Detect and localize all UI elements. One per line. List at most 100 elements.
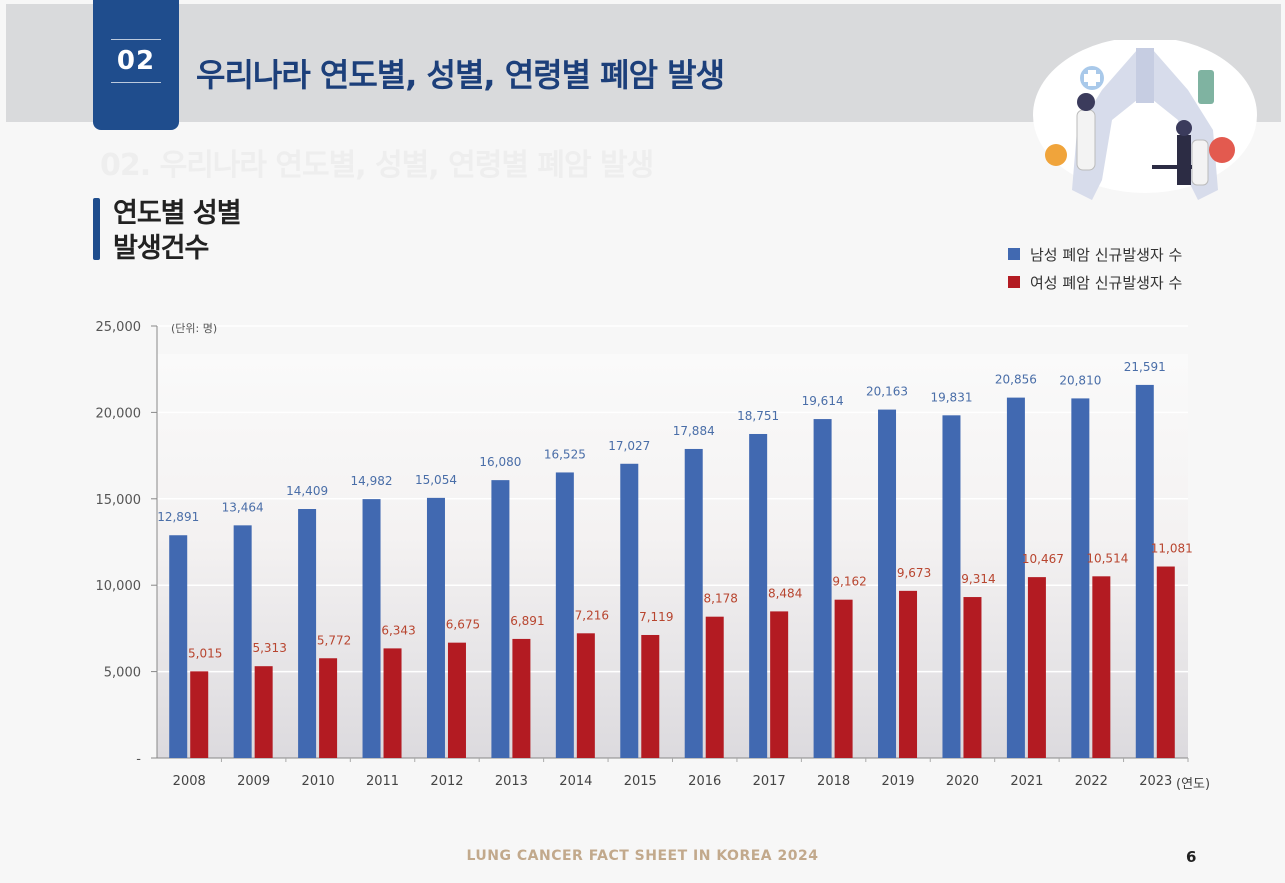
legend-item-female: 여성 폐암 신규발생자 수: [1008, 268, 1182, 296]
x-tick-label: 2014: [559, 774, 592, 789]
data-label-male: 18,751: [737, 409, 779, 423]
x-tick-label: 2013: [495, 774, 528, 789]
bar-male: [942, 415, 961, 758]
data-label-male: 17,884: [673, 424, 715, 438]
x-tick-label: 2019: [881, 774, 914, 789]
bar-female: [576, 633, 595, 758]
y-tick-label: 5,000: [104, 666, 141, 681]
x-tick-label: 2018: [817, 774, 850, 789]
bar-male: [362, 499, 381, 758]
data-label-female: 9,162: [832, 575, 866, 589]
data-label-female: 8,484: [768, 586, 802, 600]
y-tick-label: 25,000: [96, 320, 142, 335]
lung-illustration-icon: [1033, 40, 1257, 200]
bar-female: [383, 648, 402, 758]
data-label-male: 13,464: [222, 500, 264, 514]
bar-male: [620, 463, 639, 758]
data-label-male: 14,409: [286, 484, 328, 498]
bar-female: [705, 616, 724, 758]
bar-male: [813, 419, 832, 758]
y-tick-label: 20,000: [96, 406, 142, 421]
data-label-female: 9,673: [897, 566, 931, 580]
data-label-male: 20,856: [995, 373, 1037, 387]
section-badge: 02: [93, 0, 179, 130]
data-label-female: 5,772: [317, 633, 351, 647]
data-label-male: 15,054: [415, 473, 457, 487]
x-axis-unit: (연도): [1176, 777, 1210, 792]
bar-male: [169, 535, 188, 758]
data-label-female: 5,313: [252, 641, 286, 655]
data-label-female: 11,081: [1151, 542, 1193, 556]
data-label-female: 6,675: [446, 618, 480, 632]
y-tick-label: 15,000: [96, 493, 142, 508]
legend-label-male: 남성 폐암 신규발생자 수: [1030, 245, 1183, 264]
data-label-male: 16,080: [479, 455, 521, 469]
bar-female: [190, 671, 209, 758]
legend-label-female: 여성 폐암 신규발생자 수: [1030, 273, 1183, 292]
x-tick-label: 2009: [237, 774, 270, 789]
data-label-male: 16,525: [544, 447, 586, 461]
data-label-female: 6,343: [381, 623, 415, 637]
x-tick-label: 2015: [624, 774, 657, 789]
x-tick-label: 2011: [366, 774, 399, 789]
bar-male: [426, 497, 445, 758]
data-label-male: 20,810: [1059, 373, 1101, 387]
footer-text: LUNG CANCER FACT SHEET IN KOREA 2024: [466, 848, 819, 864]
ghost-title: 02. 우리나라 연도별, 성별, 연령별 폐암 발생: [100, 148, 654, 183]
subtitle-line-1: 연도별 성별: [113, 198, 242, 229]
x-tick-label: 2017: [753, 774, 786, 789]
chart-subtitle: 연도별 성별 발생건수: [113, 196, 242, 266]
bar-female: [254, 666, 273, 758]
data-label-male: 19,831: [930, 390, 972, 404]
bar-male: [878, 409, 897, 758]
bar-female: [512, 638, 531, 758]
data-label-female: 7,119: [639, 610, 673, 624]
x-tick-label: 2020: [946, 774, 979, 789]
bar-male: [491, 480, 510, 758]
y-tick-label: -: [136, 752, 141, 767]
data-label-male: 17,027: [608, 439, 650, 453]
data-label-male: 20,163: [866, 385, 908, 399]
y-tick-label: 10,000: [96, 579, 142, 594]
bar-female: [963, 597, 982, 758]
section-number: 02: [110, 39, 162, 83]
bar-male: [1071, 398, 1090, 758]
unit-label: (단위: 명): [171, 322, 217, 335]
chart-legend: 남성 폐암 신규발생자 수 여성 폐암 신규발생자 수: [1008, 240, 1182, 296]
legend-item-male: 남성 폐암 신규발생자 수: [1008, 240, 1182, 268]
page-title: 우리나라 연도별, 성별, 연령별 폐암 발생: [196, 56, 725, 94]
bar-female: [770, 611, 789, 758]
data-label-male: 19,614: [802, 394, 844, 408]
bar-male: [298, 509, 317, 758]
data-label-female: 6,891: [510, 614, 544, 628]
x-tick-label: 2008: [173, 774, 206, 789]
data-label-female: 5,015: [188, 646, 222, 660]
data-label-female: 9,314: [961, 572, 995, 586]
bar-female: [834, 599, 853, 758]
bar-male: [1006, 397, 1025, 758]
x-tick-label: 2022: [1075, 774, 1108, 789]
data-label-female: 8,178: [704, 592, 738, 606]
x-tick-label: 2012: [430, 774, 463, 789]
bar-female: [641, 634, 660, 758]
bar-male: [684, 448, 703, 758]
bar-female: [899, 590, 918, 758]
bar-female: [1156, 566, 1175, 758]
bar-female: [1092, 576, 1111, 758]
bar-female: [447, 642, 466, 758]
x-tick-label: 2010: [302, 774, 335, 789]
data-label-female: 10,467: [1022, 552, 1064, 566]
data-label-female: 10,514: [1086, 551, 1128, 565]
bar-male: [749, 433, 768, 758]
bar-male: [555, 472, 574, 758]
x-tick-label: 2021: [1010, 774, 1043, 789]
bar-female: [319, 658, 338, 758]
subtitle-accent-bar: [93, 198, 100, 260]
subtitle-line-2: 발생건수: [113, 233, 209, 264]
data-label-male: 12,891: [157, 510, 199, 524]
page-number: 6: [1186, 848, 1197, 866]
data-label-male: 21,591: [1124, 360, 1166, 374]
x-tick-label: 2016: [688, 774, 721, 789]
